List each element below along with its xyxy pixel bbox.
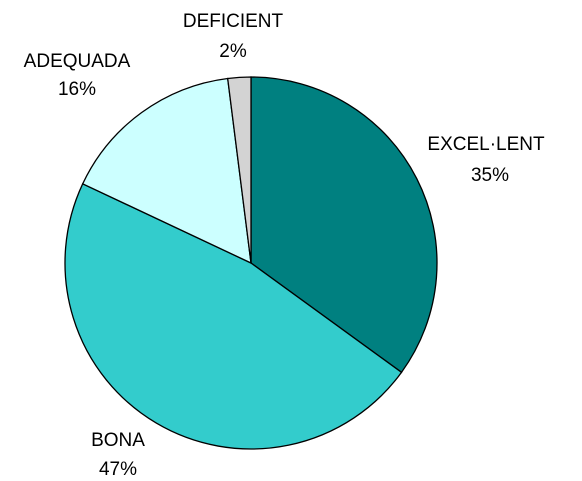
pie-slice (226, 76, 252, 264)
slice-label: DEFICIENT (183, 11, 284, 32)
slice-value-label: 35% (471, 165, 509, 186)
slice-label: ADEQUADA (24, 51, 131, 72)
slice-label: BONA (91, 430, 145, 451)
slice-value-label: 2% (219, 41, 247, 62)
slice-label: EXCEL·LENT (427, 134, 545, 155)
pie-slice (81, 77, 252, 265)
slice-value-label: 47% (99, 459, 137, 480)
pie-slice (64, 182, 403, 450)
pie-slice (250, 76, 438, 374)
slice-value-label: 16% (58, 79, 96, 100)
